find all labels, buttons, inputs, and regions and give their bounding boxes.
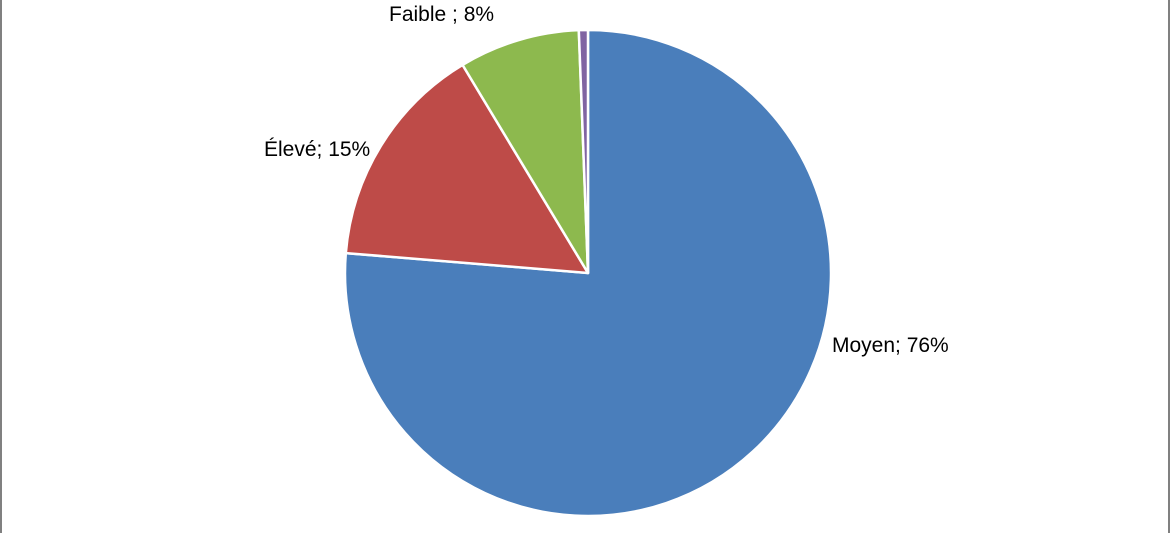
pie-slice-faible — [461, 28, 590, 275]
data-label-faible: Faible ; 8% — [389, 3, 495, 26]
data-label-eleve: Élevé; 15% — [264, 138, 371, 161]
left-border-line — [0, 0, 2, 533]
pie-slice-unlabeled — [577, 28, 590, 275]
pie-slice-moyen — [343, 28, 833, 518]
right-border-line — [1168, 0, 1170, 533]
pie-slice-eleve — [344, 63, 590, 275]
data-label-moyen: Moyen; 76% — [832, 334, 949, 357]
